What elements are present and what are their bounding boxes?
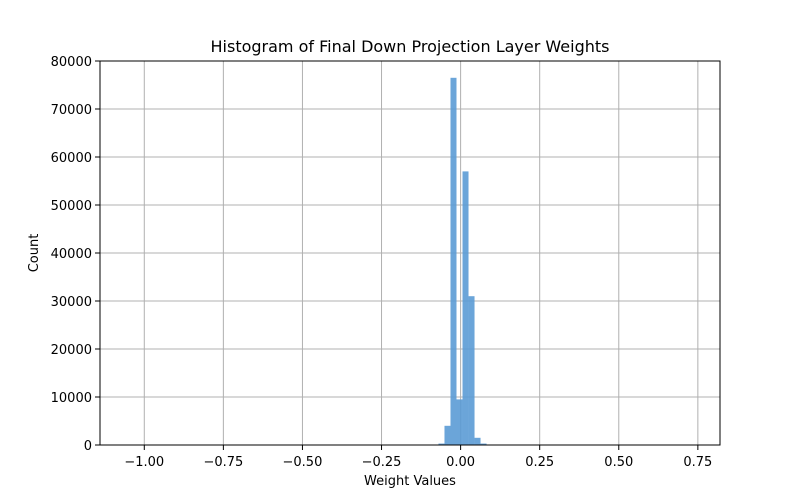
x-tick-label: 0.25 — [525, 455, 554, 470]
y-tick-label: 60000 — [51, 151, 92, 166]
y-axis-title: Count — [27, 234, 42, 273]
x-axis-title: Weight Values — [364, 474, 456, 489]
histogram-bar — [469, 296, 475, 445]
y-tick-label: 20000 — [51, 343, 92, 358]
x-tick-label: −0.25 — [362, 455, 402, 470]
x-tick-label: 0.00 — [446, 455, 475, 470]
x-tick-label: 0.50 — [604, 455, 633, 470]
y-tick-label: 0 — [84, 439, 92, 454]
y-tick-label: 70000 — [51, 103, 92, 118]
histogram-bar — [444, 426, 450, 445]
chart-title: Histogram of Final Down Projection Layer… — [211, 37, 610, 56]
histogram-bar — [463, 171, 469, 445]
x-tick-label: −1.00 — [124, 455, 164, 470]
y-tick-label: 80000 — [51, 55, 92, 70]
y-tick-label: 40000 — [51, 247, 92, 262]
bars-layer — [438, 78, 492, 445]
y-tick-label: 10000 — [51, 391, 92, 406]
x-tick-label: 0.75 — [683, 455, 712, 470]
histogram-bar — [475, 438, 481, 445]
grid-layer — [100, 61, 720, 445]
y-tick-label: 30000 — [51, 295, 92, 310]
histogram-bar — [457, 399, 463, 445]
y-tick-label: 50000 — [51, 199, 92, 214]
x-tick-label: −0.50 — [283, 455, 323, 470]
histogram-bar — [450, 78, 456, 445]
x-tick-label: −0.75 — [203, 455, 243, 470]
